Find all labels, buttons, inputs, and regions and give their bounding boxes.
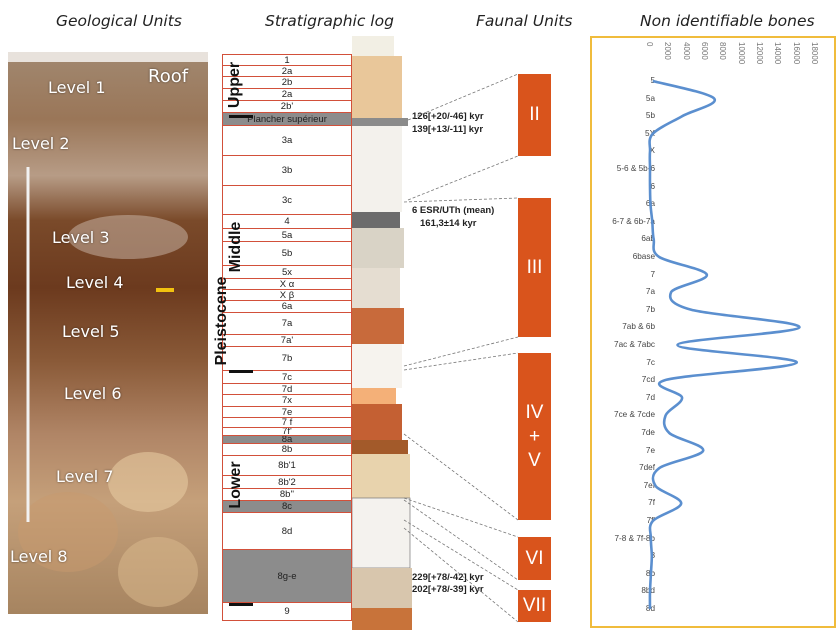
category-label: 7ac & 7abc: [614, 340, 655, 349]
header-geological-units: Geological Units: [56, 12, 182, 30]
photo-label-level-7: Level 7: [56, 467, 114, 486]
category-label: 7a: [645, 287, 655, 297]
strat-layer-row: 2b': [222, 100, 352, 112]
photo-label-roof: Roof: [148, 66, 189, 87]
header-non-identifiable-bones: Non identifiable bones: [640, 12, 815, 30]
category-label: 7ce & 7cde: [614, 410, 655, 420]
faunal-unit-iv-v: IV + V: [518, 353, 551, 520]
category-label: 7d: [645, 392, 655, 402]
category-label: 6base: [632, 252, 655, 261]
strat-table-bottom-border: [222, 620, 352, 621]
strat-layer-row: 8c: [222, 500, 352, 512]
strat-layer-row: 7e: [222, 406, 352, 417]
strat-layer-row: 3b: [222, 155, 352, 185]
strat-layer-row: 2a: [222, 88, 352, 100]
photo-label-level-5: Level 5: [62, 322, 120, 341]
category-label: X: [649, 146, 655, 156]
category-label: 7f': [646, 516, 655, 525]
photo-label-level-4: Level 4: [66, 273, 124, 292]
cave-section-photo: [8, 52, 208, 614]
category-label: 7e: [645, 445, 655, 455]
esr-annotation-title: 6 ESR/UTh (mean): [412, 205, 495, 216]
strat-layer-row: 7a': [222, 334, 352, 346]
category-label: 7ef: [643, 480, 655, 490]
category-label: 5a: [645, 93, 655, 103]
category-label: 6: [650, 181, 655, 191]
photo-label-level-2: Level 2: [12, 134, 70, 153]
date-annotation-229kyr: 229[+78/-42] kyr: [412, 572, 484, 583]
strat-layer-row: 8b'2: [222, 475, 352, 488]
date-annotation-139kyr: 139[+13/-11] kyr: [412, 124, 484, 135]
strat-layer-row: 7 f: [222, 417, 352, 427]
category-label: 5b: [645, 111, 655, 121]
category-label: 6ab: [641, 234, 655, 244]
strat-layer-row: 8a: [222, 435, 352, 443]
strat-layer-row: Plancher supérieur: [222, 112, 352, 125]
sediment-column: [352, 36, 412, 630]
category-label: 7cd: [641, 375, 655, 385]
faunal-unit-vi: VI: [518, 537, 551, 580]
category-label: 7c: [646, 357, 655, 367]
photo-label-level-3: Level 3: [52, 228, 110, 247]
strat-layer-row: 7f': [222, 427, 352, 435]
strat-layer-row: 9: [222, 602, 352, 620]
strat-layer-row: 7a: [222, 312, 352, 334]
period-divider-upper: [229, 115, 253, 118]
category-label: 7-8 & 7f-8b: [614, 533, 655, 543]
category-label: 7b: [645, 304, 655, 314]
strat-layer-row: 7x: [222, 394, 352, 406]
strat-layer-row: 6a: [222, 300, 352, 312]
strat-layer-row: 1: [222, 54, 352, 65]
category-label: 6-7 & 6b-7a: [612, 216, 655, 226]
photo-label-level-1: Level 1: [48, 78, 106, 97]
period-divider-lower: [229, 603, 253, 606]
category-label: 5-6 & 5b-6: [616, 164, 655, 173]
strat-layer-row: 2b: [222, 76, 352, 88]
strat-layer-row: 8b: [222, 443, 352, 455]
category-label: 5X: [644, 128, 655, 138]
category-label: 8bd: [641, 586, 655, 596]
strat-layer-row: 2a: [222, 65, 352, 76]
photo-label-level-6: Level 6: [64, 384, 122, 403]
header-faunal-units: Faunal Units: [476, 12, 573, 30]
date-annotation-126kyr: 126[+20/-46] kyr: [412, 111, 484, 122]
strat-layer-row: 5x: [222, 265, 352, 278]
strat-layer-row: 8b'': [222, 488, 352, 500]
category-label: 7f: [648, 498, 655, 508]
strat-layer-row: 8b'1: [222, 455, 352, 475]
bones-series-line: [648, 79, 801, 610]
strat-layer-row: X β: [222, 289, 352, 300]
faunal-unit-vii: VII: [518, 590, 551, 622]
category-label: 7def: [639, 463, 655, 473]
period-divider-middle: [229, 370, 253, 373]
strat-layer-row: 8d: [222, 512, 352, 549]
bones-chart-frame: [590, 36, 836, 628]
date-annotation-202kyr: 202[+78/-39] kyr: [412, 584, 484, 595]
header-stratigraphic-log: Stratigraphic log: [265, 12, 394, 30]
category-label: 7de: [641, 428, 655, 437]
strat-layer-row: 7c: [222, 370, 352, 383]
photo-label-level-8: Level 8: [10, 547, 68, 566]
strat-layer-row: 5a: [222, 228, 352, 241]
strat-layer-row: 3a: [222, 125, 352, 155]
category-label: 5: [650, 76, 655, 85]
category-label: 7: [650, 269, 655, 279]
esr-annotation-value: 161,3±14 kyr: [420, 218, 477, 229]
strat-layer-row: 8g-e: [222, 549, 352, 602]
strat-layer-row: 5b: [222, 241, 352, 265]
strat-layer-row: X α: [222, 278, 352, 289]
faunal-unit-ii: II: [518, 74, 551, 156]
category-label: 7ab & 6b: [622, 322, 655, 332]
strat-layer-row: 3c: [222, 185, 352, 214]
strat-layer-row: 4: [222, 214, 352, 228]
faunal-unit-iii: III: [518, 198, 551, 337]
strat-layer-row: 7b: [222, 346, 352, 370]
strat-layer-row: 7d: [222, 383, 352, 394]
